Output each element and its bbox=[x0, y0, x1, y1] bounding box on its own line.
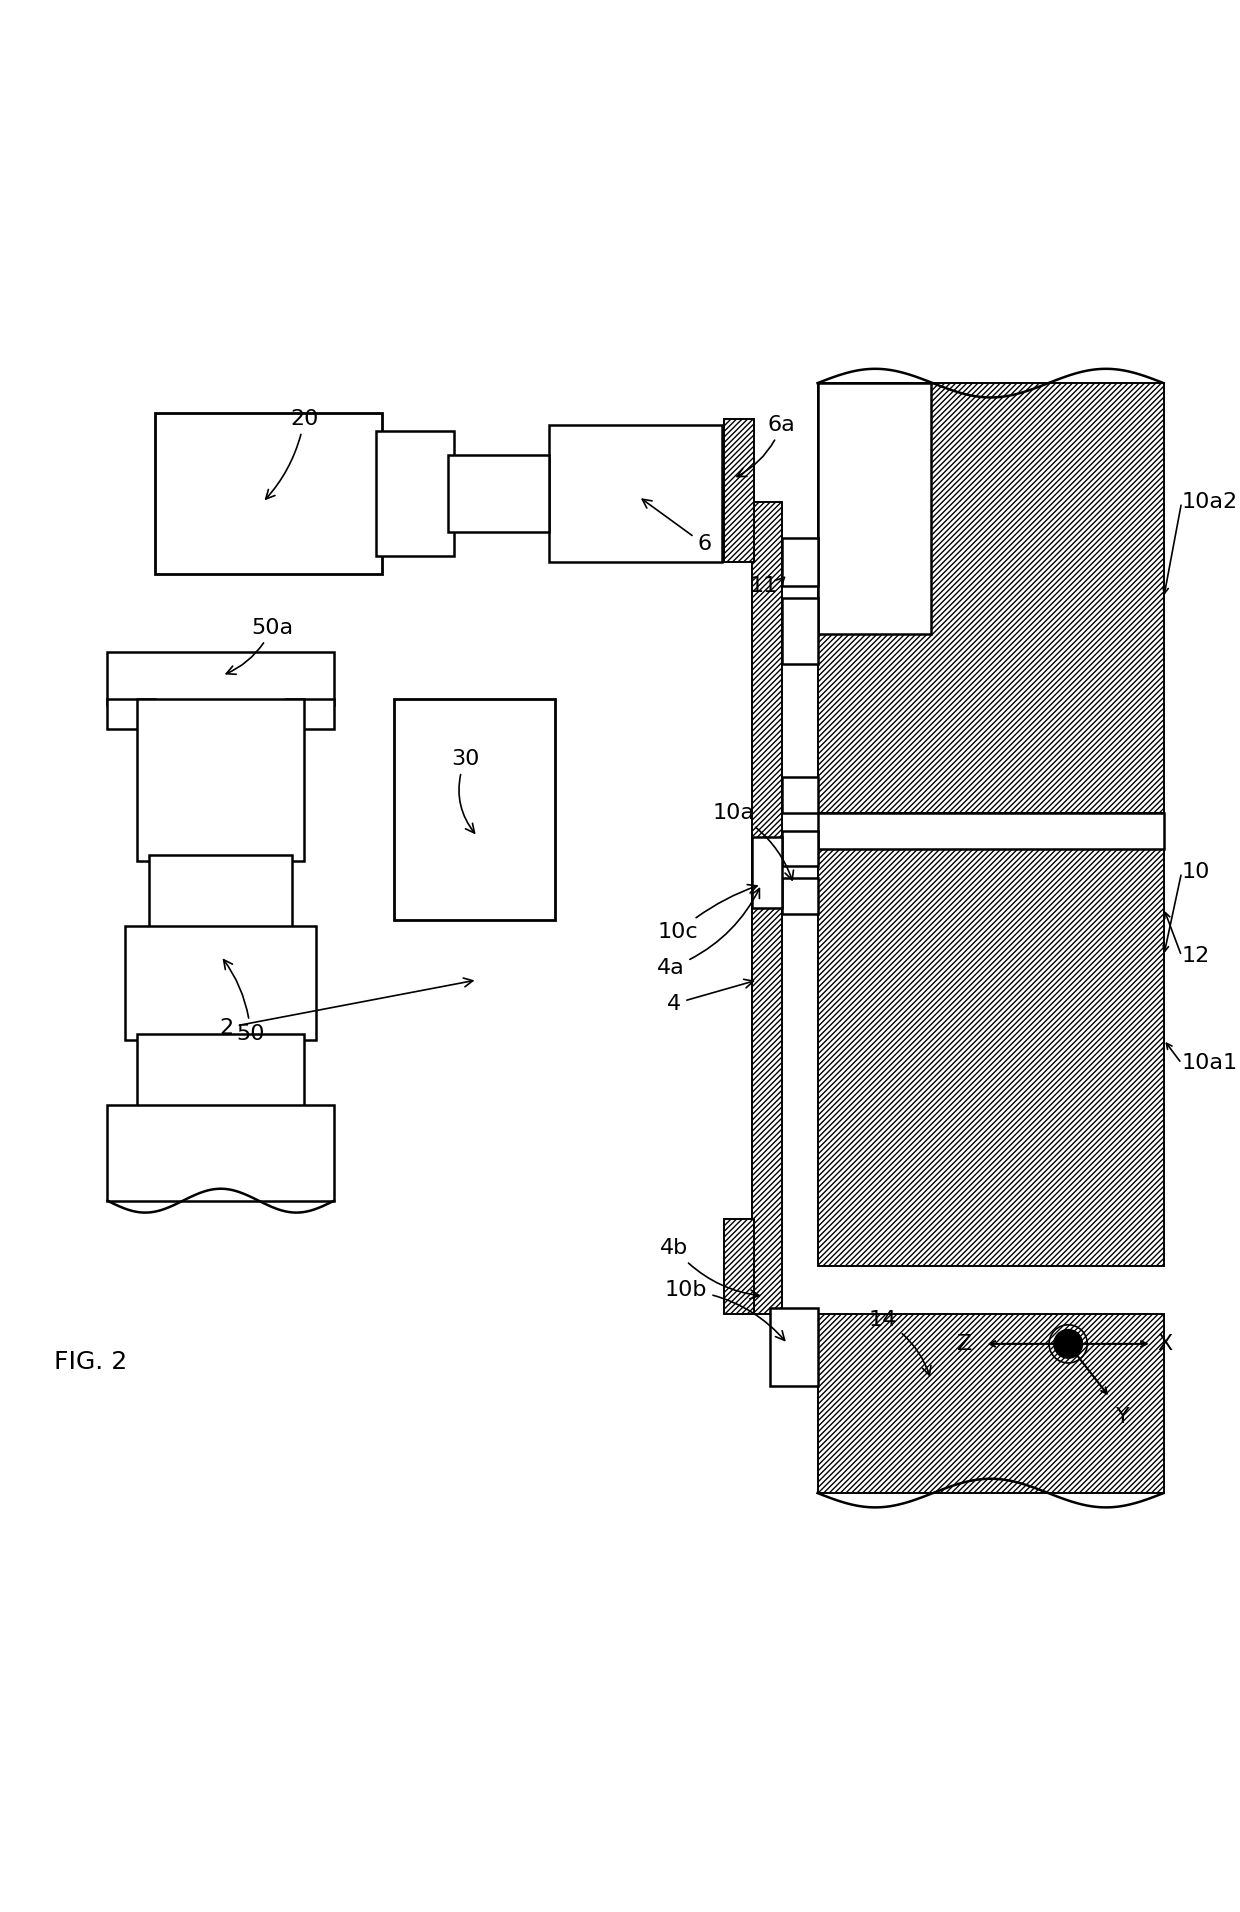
Bar bbox=[724, 419, 754, 562]
Bar bbox=[781, 776, 817, 813]
Circle shape bbox=[1054, 1329, 1083, 1358]
Bar bbox=[817, 382, 931, 633]
Text: 10b: 10b bbox=[665, 1281, 785, 1340]
Bar bbox=[817, 382, 1163, 813]
Bar bbox=[138, 700, 304, 860]
Text: 50: 50 bbox=[223, 960, 265, 1044]
Polygon shape bbox=[724, 419, 754, 562]
Bar bbox=[549, 424, 722, 562]
Text: 10a: 10a bbox=[713, 803, 794, 880]
Bar bbox=[155, 413, 382, 574]
Polygon shape bbox=[817, 849, 1163, 1266]
Bar bbox=[751, 837, 781, 908]
Bar bbox=[781, 830, 817, 866]
Bar bbox=[376, 430, 454, 556]
Bar bbox=[724, 1218, 754, 1314]
Text: 4: 4 bbox=[667, 979, 754, 1013]
Text: X: X bbox=[1158, 1335, 1173, 1354]
Bar bbox=[138, 1034, 304, 1111]
Bar bbox=[781, 598, 817, 663]
Bar bbox=[781, 539, 817, 585]
Bar bbox=[817, 1314, 1163, 1493]
Text: 4b: 4b bbox=[660, 1239, 759, 1298]
Bar bbox=[448, 455, 549, 532]
Bar bbox=[108, 700, 155, 728]
Polygon shape bbox=[724, 1218, 754, 1314]
Bar bbox=[108, 1105, 334, 1201]
Text: 14: 14 bbox=[869, 1310, 931, 1375]
Bar bbox=[751, 503, 781, 1314]
Text: 10a1: 10a1 bbox=[1182, 1054, 1238, 1073]
Text: Y: Y bbox=[1116, 1407, 1130, 1426]
Text: 10: 10 bbox=[1182, 862, 1210, 883]
Polygon shape bbox=[751, 503, 781, 1314]
Text: FIG. 2: FIG. 2 bbox=[53, 1350, 126, 1375]
Text: 50a: 50a bbox=[226, 618, 293, 675]
Bar bbox=[149, 855, 293, 933]
Bar bbox=[770, 1308, 817, 1386]
Bar bbox=[817, 849, 1163, 1266]
Text: 20: 20 bbox=[265, 409, 319, 499]
Text: 30: 30 bbox=[451, 750, 480, 834]
Text: 4a: 4a bbox=[657, 889, 759, 977]
Text: 2: 2 bbox=[219, 979, 472, 1038]
Bar bbox=[125, 925, 316, 1040]
Bar bbox=[817, 382, 931, 633]
Bar bbox=[817, 813, 1163, 849]
Text: 12: 12 bbox=[1182, 946, 1210, 966]
Text: 10c: 10c bbox=[657, 885, 758, 943]
Polygon shape bbox=[817, 382, 1163, 813]
Bar bbox=[108, 652, 334, 706]
Bar bbox=[394, 700, 556, 920]
Text: Z: Z bbox=[957, 1335, 972, 1354]
Text: 6a: 6a bbox=[737, 415, 796, 476]
Polygon shape bbox=[817, 1314, 1163, 1493]
Text: 11: 11 bbox=[750, 576, 785, 597]
Text: 10a2: 10a2 bbox=[1182, 493, 1238, 512]
Bar bbox=[286, 700, 334, 728]
Text: 6: 6 bbox=[642, 499, 712, 554]
Bar bbox=[781, 878, 817, 914]
